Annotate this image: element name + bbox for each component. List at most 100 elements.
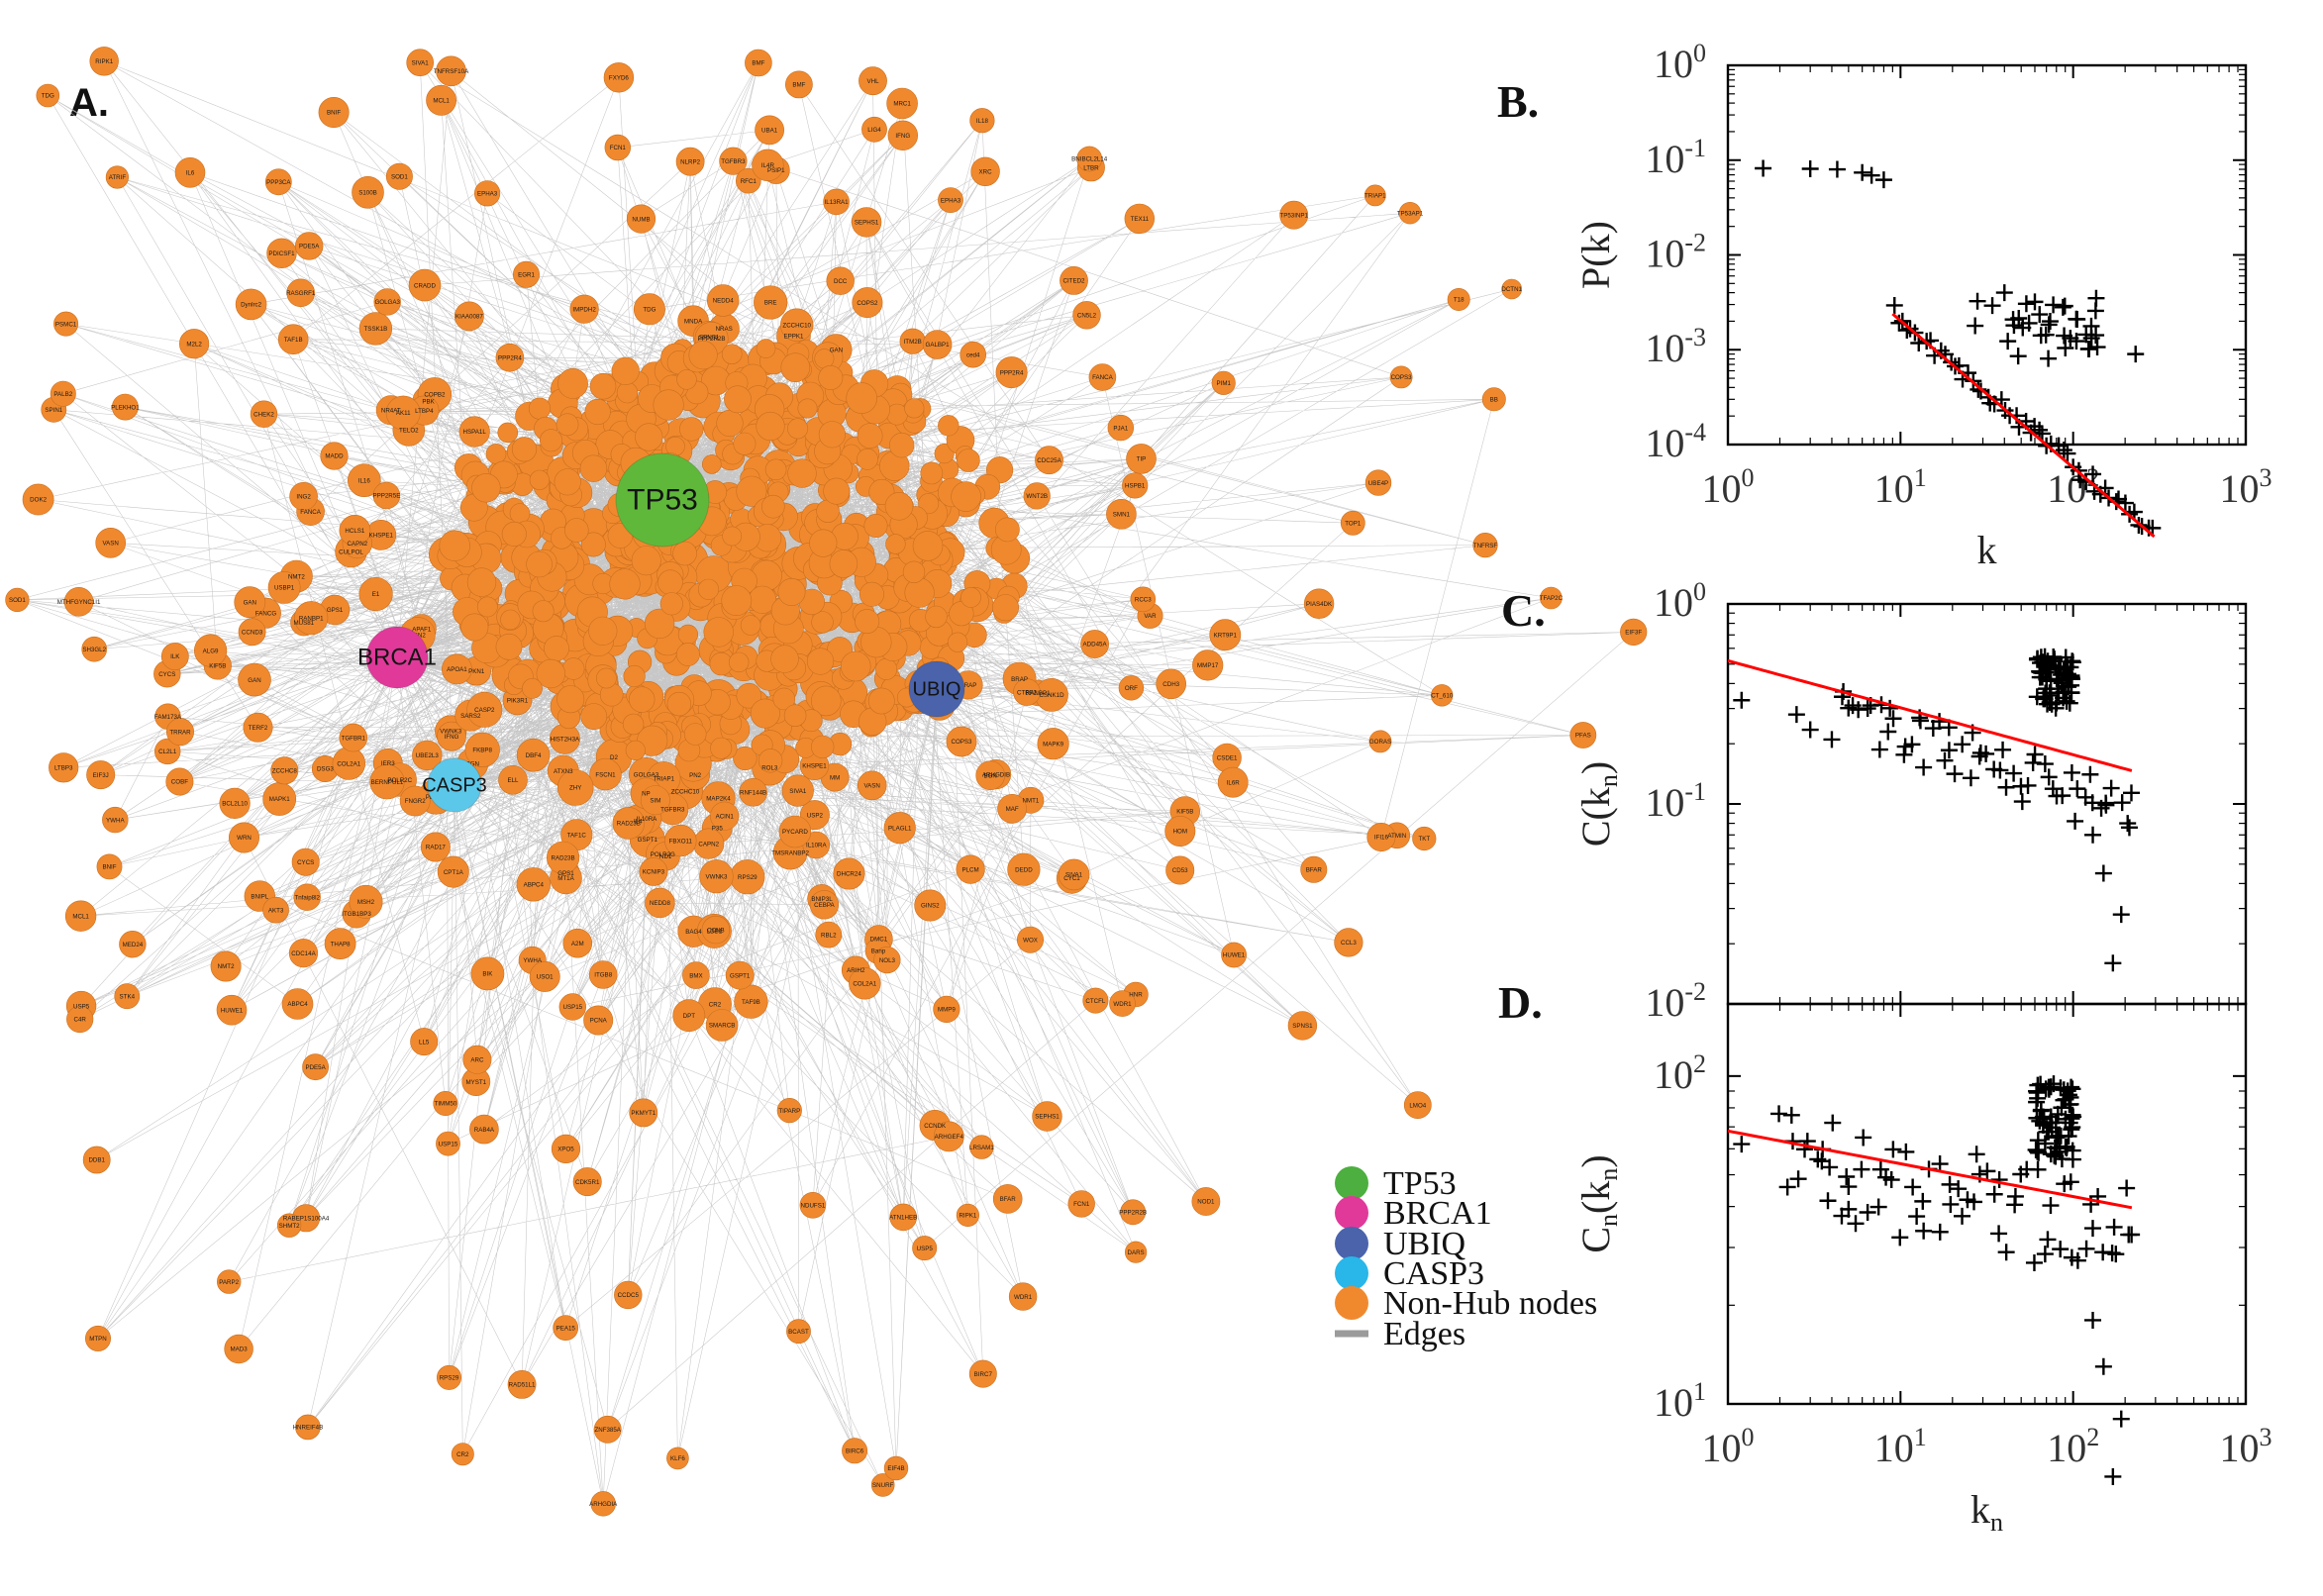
svg-text:GALBP1: GALBP1	[926, 342, 951, 349]
svg-text:COPS3: COPS3	[952, 739, 973, 746]
svg-text:BNIBCL2L14: BNIBCL2L14	[1071, 156, 1108, 163]
svg-text:ARHGDIA: ARHGDIA	[589, 1501, 618, 1508]
svg-text:TRIAP1: TRIAP1	[653, 775, 674, 782]
svg-text:RAD23B: RAD23B	[617, 821, 641, 828]
svg-text:CRADD: CRADD	[414, 282, 437, 289]
svg-text:TAF1B: TAF1B	[284, 337, 303, 344]
svg-text:RANBP1: RANBP1	[299, 615, 324, 622]
svg-text:MRC1: MRC1	[893, 101, 911, 108]
svg-text:TP53: TP53	[627, 484, 698, 517]
svg-text:BB: BB	[1490, 397, 1498, 404]
svg-text:PEA15: PEA15	[556, 1325, 576, 1332]
svg-text:CCND3: CCND3	[242, 630, 263, 637]
svg-text:DARS: DARS	[1127, 1249, 1144, 1256]
svg-text:10-4: 10-4	[1645, 418, 1706, 465]
svg-text:CTBP2: CTBP2	[1017, 689, 1038, 696]
svg-text:EPPK1: EPPK1	[784, 333, 805, 340]
svg-text:ITM2B: ITM2B	[904, 339, 922, 346]
svg-text:TSSK1B: TSSK1B	[364, 326, 388, 333]
svg-text:WDR1: WDR1	[1113, 1001, 1132, 1008]
svg-text:BIRC6: BIRC6	[846, 1448, 864, 1455]
svg-text:CYCS: CYCS	[158, 671, 175, 678]
svg-text:CITED2: CITED2	[1062, 278, 1085, 285]
svg-text:ABPC4: ABPC4	[287, 1001, 308, 1008]
svg-text:ATRIF: ATRIF	[109, 174, 127, 181]
svg-text:LTBP3: LTBP3	[54, 765, 73, 772]
svg-text:USO1: USO1	[537, 974, 554, 981]
svg-text:EGR1: EGR1	[518, 272, 535, 279]
svg-text:GOLGA3: GOLGA3	[374, 299, 400, 306]
svg-text:TAF1C: TAF1C	[567, 833, 587, 840]
svg-text:CPT1A: CPT1A	[444, 869, 464, 876]
svg-text:HNREIF4B: HNREIF4B	[293, 1425, 324, 1432]
svg-text:10-2: 10-2	[1645, 977, 1706, 1025]
svg-text:ZNF385A: ZNF385A	[594, 1427, 621, 1434]
svg-text:CDC14A: CDC14A	[291, 950, 316, 957]
svg-text:COPB2: COPB2	[424, 392, 446, 399]
svg-text:NLRP2: NLRP2	[680, 158, 701, 165]
svg-text:TOP1: TOP1	[1345, 521, 1362, 528]
svg-text:IL6R: IL6R	[1227, 779, 1241, 786]
svg-text:CCNDK: CCNDK	[924, 1123, 947, 1130]
svg-text:UBA1: UBA1	[761, 128, 778, 135]
svg-text:MCL1: MCL1	[433, 98, 450, 105]
svg-text:NRAS: NRAS	[716, 326, 733, 333]
svg-text:GPS1: GPS1	[327, 607, 344, 614]
svg-text:GINS2: GINS2	[921, 903, 940, 910]
svg-text:COL2A1: COL2A1	[853, 981, 876, 988]
svg-text:DSG3: DSG3	[317, 766, 334, 773]
svg-text:HIST2H3A: HIST2H3A	[551, 736, 580, 743]
svg-text:TIP: TIP	[1137, 456, 1147, 463]
svg-text:CR2: CR2	[709, 1001, 722, 1008]
svg-text:RNF144B: RNF144B	[740, 790, 766, 797]
svg-text:TP53INP1: TP53INP1	[1279, 212, 1308, 219]
svg-text:COBF: COBF	[171, 779, 188, 786]
svg-text:STK4: STK4	[120, 993, 136, 1000]
svg-text:CD53: CD53	[1172, 867, 1188, 874]
svg-text:PDE5A: PDE5A	[299, 244, 320, 250]
svg-text:102: 102	[1654, 1049, 1706, 1097]
svg-text:TNFRSF10A: TNFRSF10A	[434, 68, 469, 75]
svg-text:FXYD6: FXYD6	[609, 75, 630, 82]
svg-text:10-1: 10-1	[1645, 134, 1706, 181]
svg-text:C(kn): C(kn)	[1573, 761, 1623, 847]
svg-text:SPNS1: SPNS1	[1292, 1023, 1313, 1030]
svg-text:ARC: ARC	[470, 1057, 484, 1064]
svg-text:HCLS1: HCLS1	[345, 528, 365, 535]
svg-text:LMO4: LMO4	[1409, 1102, 1426, 1109]
svg-text:PDICSF1: PDICSF1	[268, 250, 295, 257]
svg-text:k: k	[1977, 528, 1997, 572]
svg-text:EIF3F: EIF3F	[1625, 630, 1642, 637]
svg-text:ZCCHC10: ZCCHC10	[671, 789, 700, 796]
svg-text:CHEK2: CHEK2	[253, 411, 274, 418]
svg-text:PIM1: PIM1	[1216, 380, 1231, 387]
svg-text:HSPB1: HSPB1	[1125, 483, 1146, 490]
svg-text:IFI16: IFI16	[1374, 835, 1389, 842]
svg-text:MSH2: MSH2	[357, 899, 375, 906]
svg-text:CASP2: CASP2	[474, 707, 495, 714]
svg-text:IL4R: IL4R	[761, 162, 775, 169]
svg-text:SEPHS1: SEPHS1	[855, 220, 879, 227]
svg-text:DEDD: DEDD	[1015, 866, 1033, 873]
svg-text:BAG4: BAG4	[685, 929, 702, 936]
svg-text:MNDA: MNDA	[684, 318, 703, 325]
svg-text:CT_610: CT_610	[1431, 693, 1454, 700]
svg-text:102: 102	[2047, 1423, 2099, 1470]
svg-text:EPHA3: EPHA3	[477, 191, 498, 198]
svg-text:USP15: USP15	[562, 1004, 582, 1011]
svg-text:ARHGEF4: ARHGEF4	[935, 1134, 964, 1141]
svg-text:RAD23B: RAD23B	[552, 855, 575, 862]
svg-text:KIF5B: KIF5B	[209, 663, 226, 670]
svg-text:SEPHS1: SEPHS1	[1035, 1114, 1060, 1121]
svg-text:DDB1: DDB1	[88, 1157, 105, 1164]
svg-text:RAB4A: RAB4A	[474, 1127, 495, 1134]
svg-text:IL18: IL18	[976, 118, 989, 125]
svg-text:USP2: USP2	[807, 812, 824, 819]
svg-text:BMF: BMF	[752, 60, 764, 67]
svg-text:YWHA: YWHA	[523, 957, 542, 964]
svg-text:RFC1: RFC1	[741, 178, 758, 185]
svg-text:PBK: PBK	[422, 398, 435, 405]
svg-text:TMSRANBP2: TMSRANBP2	[771, 849, 809, 856]
svg-text:FANCA: FANCA	[300, 509, 322, 516]
svg-text:TP53AP1: TP53AP1	[1397, 210, 1424, 217]
